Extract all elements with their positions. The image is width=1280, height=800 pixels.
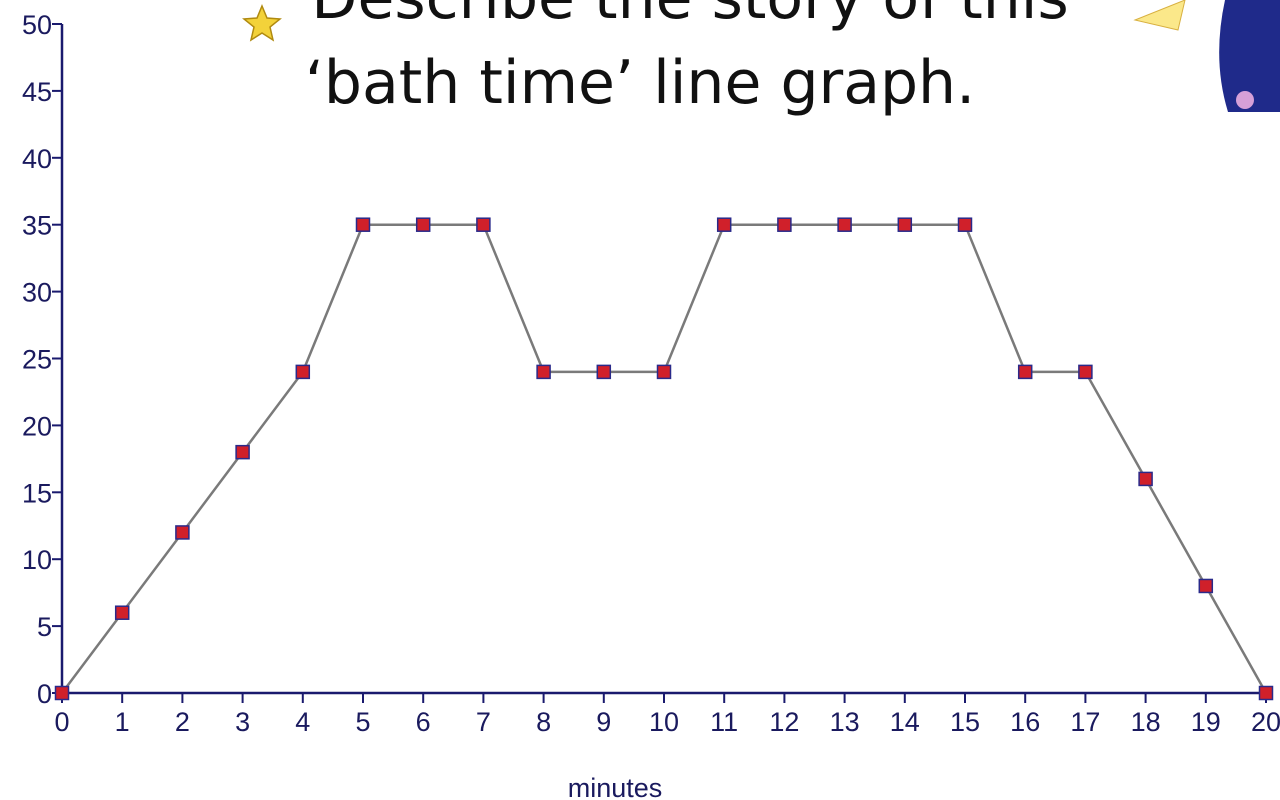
marker (355, 217, 371, 232)
x-tick-label: 2 (175, 707, 190, 737)
marker (476, 217, 491, 232)
marker (235, 444, 250, 460)
x-tick-label: 16 (1010, 707, 1040, 737)
x-tick-label: 11 (710, 707, 738, 737)
marker (415, 217, 431, 232)
y-tick-label: 0 (37, 679, 52, 709)
x-tick-label: 10 (649, 707, 679, 737)
marker (295, 364, 311, 380)
title-line: Describe the story of this (311, 0, 1068, 33)
marker (536, 364, 551, 380)
x-tick-label: 19 (1191, 707, 1221, 737)
marker (897, 217, 913, 232)
x-tick-label: 14 (890, 707, 920, 737)
wizard-icon (1133, 0, 1280, 112)
x-axis-label: minutes (568, 773, 663, 800)
marker (1198, 578, 1214, 594)
marker (1138, 471, 1153, 487)
y-tick-label: 25 (22, 345, 52, 375)
x-tick-label: 5 (355, 707, 370, 737)
x-tick-label: 8 (536, 707, 551, 737)
y-tick-label: 5 (37, 612, 52, 642)
y-tick-label: 20 (22, 411, 52, 441)
x-tick-label: 17 (1070, 707, 1100, 737)
y-tick-label: 15 (22, 478, 52, 508)
marker (114, 605, 130, 620)
y-tick-label: 40 (22, 144, 52, 174)
marker (716, 217, 732, 232)
marker (1258, 685, 1274, 701)
x-tick-label: 0 (54, 707, 69, 737)
x-tick-label: 15 (950, 707, 980, 737)
y-tick-label: 45 (22, 77, 52, 107)
marker (777, 217, 792, 232)
y-tick-label: 35 (22, 211, 52, 241)
x-tick-label: 20 (1251, 707, 1280, 737)
marker (54, 685, 70, 701)
x-tick-label: 7 (476, 707, 491, 737)
x-tick-label: 18 (1131, 707, 1161, 737)
marker (656, 364, 672, 380)
x-tick-label: 12 (769, 707, 799, 737)
title-line: ‘bath time’ line graph. (305, 48, 975, 118)
y-tick-label: 30 (22, 278, 52, 308)
x-tick-label: 6 (416, 707, 431, 737)
x-tick-label: 9 (596, 707, 611, 737)
marker (1017, 364, 1033, 380)
y-tick-label: 10 (22, 545, 52, 575)
x-tick-label: 3 (235, 707, 250, 737)
marker (175, 525, 190, 540)
star-icon (242, 4, 282, 42)
marker (596, 364, 612, 380)
marker (957, 217, 973, 232)
x-tick-label: 4 (295, 707, 310, 737)
x-tick-label: 13 (830, 707, 860, 737)
marker (1078, 364, 1093, 380)
marker (837, 217, 852, 232)
y-tick-label: 50 (22, 10, 52, 40)
x-tick-label: 1 (115, 707, 130, 737)
